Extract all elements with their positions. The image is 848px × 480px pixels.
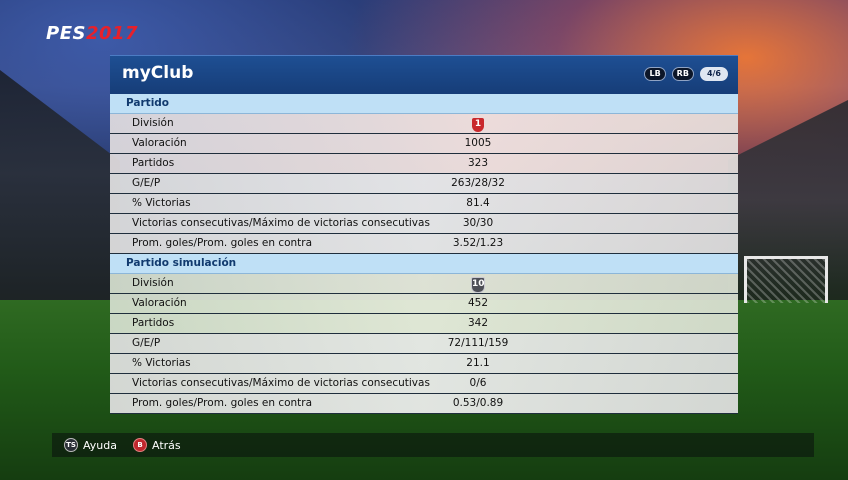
row-label: Victorias consecutivas/Máximo de victori… bbox=[132, 217, 430, 229]
section-title-partido: Partido bbox=[110, 94, 738, 114]
row-label: G/E/P bbox=[132, 337, 161, 349]
page-nav: LB RB 4/6 bbox=[644, 67, 728, 81]
row-label: Victorias consecutivas/Máximo de victori… bbox=[132, 377, 430, 389]
row-label: Prom. goles/Prom. goles en contra bbox=[132, 397, 313, 409]
row-value: 452 bbox=[467, 297, 489, 309]
row-value: 0.53/0.89 bbox=[452, 397, 504, 409]
back-label: Atrás bbox=[151, 438, 181, 452]
table-row: División 1 bbox=[110, 114, 738, 134]
rb-button-icon[interactable]: RB bbox=[671, 67, 694, 81]
row-value: 30/30 bbox=[462, 217, 494, 229]
row-value: 323 bbox=[467, 157, 489, 169]
logo-pes-text: PES bbox=[46, 23, 86, 44]
row-value: 81.4 bbox=[466, 197, 490, 209]
row-label: Prom. goles/Prom. goles en contra bbox=[132, 237, 313, 249]
row-value: 342 bbox=[467, 317, 489, 329]
table-row: G/E/P 72/111/159 bbox=[110, 334, 738, 354]
table-row: Prom. goles/Prom. goles en contra 0.53/0… bbox=[110, 394, 738, 414]
table-row: Prom. goles/Prom. goles en contra 3.52/1… bbox=[110, 234, 738, 254]
table-row: G/E/P 263/28/32 bbox=[110, 174, 738, 194]
table-row: % Victorias 81.4 bbox=[110, 194, 738, 214]
footer-controls: TS Ayuda B Atrás bbox=[52, 433, 814, 457]
row-label: Partidos bbox=[132, 317, 175, 329]
help-label: Ayuda bbox=[83, 438, 117, 452]
back-button[interactable]: B Atrás bbox=[132, 438, 181, 452]
table-row: % Victorias 21.1 bbox=[110, 354, 738, 374]
help-button[interactable]: TS Ayuda bbox=[64, 438, 117, 452]
stadium-stand-left bbox=[0, 70, 120, 330]
row-value: 263/28/32 bbox=[451, 177, 505, 189]
row-label: División bbox=[132, 117, 174, 129]
table-row: Partidos 342 bbox=[110, 314, 738, 334]
row-value: 10 bbox=[378, 274, 578, 293]
goal-net bbox=[744, 256, 828, 303]
row-value: 1 bbox=[378, 114, 578, 133]
table-row: Valoración 1005 bbox=[110, 134, 738, 154]
page-indicator: 4/6 bbox=[699, 67, 728, 81]
row-value: 3.52/1.23 bbox=[452, 237, 504, 249]
row-label: Valoración bbox=[132, 297, 187, 309]
page-title: myClub bbox=[122, 63, 194, 83]
row-label: % Victorias bbox=[132, 197, 191, 209]
row-value: 21.1 bbox=[466, 357, 490, 369]
row-label: % Victorias bbox=[132, 357, 191, 369]
table-row: Victorias consecutivas/Máximo de victori… bbox=[110, 374, 738, 394]
table-row: División 10 bbox=[110, 274, 738, 294]
row-value: 1005 bbox=[464, 137, 492, 149]
section-title-partido-simulacion: Partido simulación bbox=[110, 254, 738, 274]
row-label: G/E/P bbox=[132, 177, 161, 189]
panel-header: myClub LB RB 4/6 bbox=[110, 55, 738, 94]
pes-logo: PES2017 bbox=[46, 23, 138, 44]
division-shield-icon: 1 bbox=[472, 118, 484, 132]
table-row: Partidos 323 bbox=[110, 154, 738, 174]
logo-year-text: 2017 bbox=[85, 23, 139, 44]
row-label: Valoración bbox=[132, 137, 187, 149]
row-label: División bbox=[132, 277, 174, 289]
row-value: 0/6 bbox=[469, 377, 487, 389]
row-value: 72/111/159 bbox=[447, 337, 509, 349]
lb-button-icon[interactable]: LB bbox=[644, 67, 666, 81]
b-button-icon: B bbox=[132, 438, 147, 452]
stats-panel: myClub LB RB 4/6 Partido División 1 Valo… bbox=[110, 55, 738, 414]
table-row: Victorias consecutivas/Máximo de victori… bbox=[110, 214, 738, 234]
touchpad-icon: TS bbox=[64, 438, 78, 452]
division-shield-icon: 10 bbox=[471, 277, 485, 293]
row-label: Partidos bbox=[132, 157, 175, 169]
table-row: Valoración 452 bbox=[110, 294, 738, 314]
